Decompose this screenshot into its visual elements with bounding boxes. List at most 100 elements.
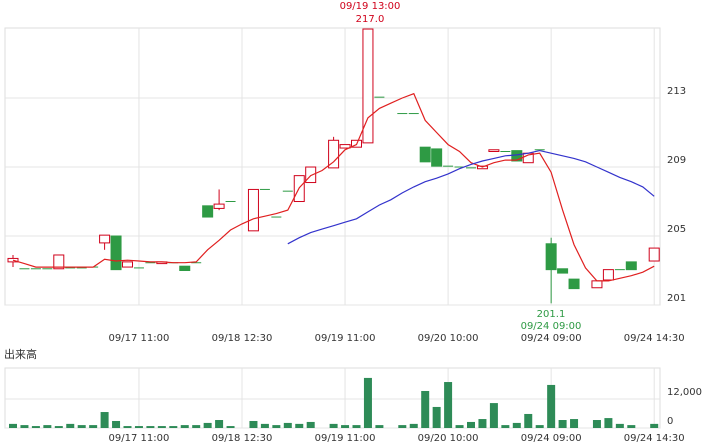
x-tick-label: 09/19 11:00	[315, 433, 376, 444]
x-tick-label: 09/24 09:00	[521, 333, 582, 344]
y-tick-label: 0	[667, 416, 673, 427]
x-tick-label: 09/17 11:00	[109, 433, 170, 444]
volume-bar	[501, 425, 510, 428]
volume-bar	[249, 420, 258, 428]
volume-bar	[421, 390, 430, 428]
volume-bar	[570, 419, 579, 428]
volume-bar	[512, 422, 521, 428]
candle-body	[339, 144, 351, 149]
candle-body	[53, 254, 65, 270]
volume-bar	[54, 426, 63, 428]
volume-bar	[283, 422, 292, 428]
x-tick-label: 09/24 09:00	[521, 433, 582, 444]
volume-bar	[295, 423, 304, 428]
y-tick-label: 12,000	[667, 387, 702, 398]
volume-bar	[604, 418, 613, 428]
x-tick-label: 09/20 10:00	[418, 433, 479, 444]
candle-body	[202, 205, 214, 218]
x-tick-label: 09/18 12:30	[212, 433, 273, 444]
candle-body	[625, 261, 637, 271]
volume-bar	[20, 425, 29, 428]
volume-bar	[226, 426, 235, 428]
moving-average-line	[12, 92, 655, 282]
volume-bar	[627, 425, 636, 428]
y-tick-label: 201	[667, 293, 686, 304]
volume-bar	[43, 425, 52, 428]
volume-bar	[31, 426, 40, 428]
volume-bar	[558, 420, 567, 428]
volume-bar	[409, 423, 418, 428]
x-tick-label: 09/24 14:30	[624, 333, 685, 344]
volume-bar	[650, 423, 659, 428]
volume-bar	[157, 426, 166, 428]
y-tick-label: 209	[667, 155, 686, 166]
volume-bar	[547, 384, 556, 428]
candle-body	[110, 235, 122, 271]
volume-bar	[100, 412, 109, 428]
low-annotation-value: 201.1	[537, 309, 566, 320]
y-tick-label: 205	[667, 224, 686, 235]
volume-bar	[489, 403, 498, 428]
volume-bar	[215, 420, 224, 428]
candle-body	[511, 150, 523, 162]
candle-body	[545, 243, 557, 271]
volume-bar	[203, 422, 212, 428]
volume-bar	[375, 425, 384, 428]
x-tick-label: 09/17 11:00	[109, 333, 170, 344]
candle-body	[648, 247, 660, 262]
low-annotation-time: 09/24 09:00	[521, 321, 582, 332]
candle-body	[247, 188, 259, 232]
candle-body	[602, 269, 614, 281]
volume-bar	[455, 425, 464, 428]
volume-bar	[524, 413, 533, 428]
volume-bar	[272, 425, 281, 428]
volume-bar	[66, 423, 75, 428]
candle-body	[488, 149, 500, 152]
candle-body	[305, 166, 317, 184]
volume-bar	[432, 406, 441, 428]
candle-body	[213, 203, 225, 209]
volume-bar	[9, 423, 17, 428]
volume-bar	[77, 425, 86, 428]
candle-body	[99, 234, 111, 244]
volume-bar	[467, 421, 475, 428]
volume-bar	[352, 425, 361, 428]
candle-body	[568, 278, 580, 290]
candle-body	[362, 28, 374, 144]
volume-label: 出来高	[4, 347, 37, 361]
volume-bar	[592, 420, 601, 428]
volume-bar	[180, 425, 189, 428]
x-tick-label: 09/24 14:30	[624, 433, 685, 444]
volume-bar	[615, 423, 624, 428]
volume-bar	[535, 425, 544, 428]
high-annotation-value: 217.0	[356, 14, 385, 25]
volume-bar	[89, 425, 98, 428]
moving-average-line	[287, 149, 655, 245]
volume-bar	[363, 377, 372, 428]
volume-bar	[169, 426, 178, 428]
x-tick-label: 09/18 12:30	[212, 333, 273, 344]
volume-bar	[192, 425, 201, 428]
volume-bar	[329, 423, 338, 428]
high-annotation-time: 09/19 13:00	[340, 1, 401, 12]
volume-bar	[123, 426, 132, 428]
volume-bar	[341, 425, 350, 428]
candle-body	[7, 257, 19, 263]
x-tick-label: 09/20 10:00	[418, 333, 479, 344]
volume-bar	[112, 420, 121, 428]
volume-bar	[478, 419, 487, 428]
volume-bar	[260, 423, 269, 428]
y-tick-label: 213	[667, 86, 686, 97]
x-tick-label: 09/19 11:00	[315, 333, 376, 344]
volume-bar	[306, 421, 315, 428]
volume-bar	[398, 425, 407, 428]
candle-body	[591, 280, 603, 289]
volume-bar	[134, 426, 143, 428]
candle-body	[419, 146, 431, 163]
candle-body	[431, 148, 443, 167]
candle-body	[328, 139, 340, 169]
volume-bar	[146, 426, 155, 428]
volume-bar	[444, 382, 453, 428]
candle-body	[122, 261, 133, 268]
